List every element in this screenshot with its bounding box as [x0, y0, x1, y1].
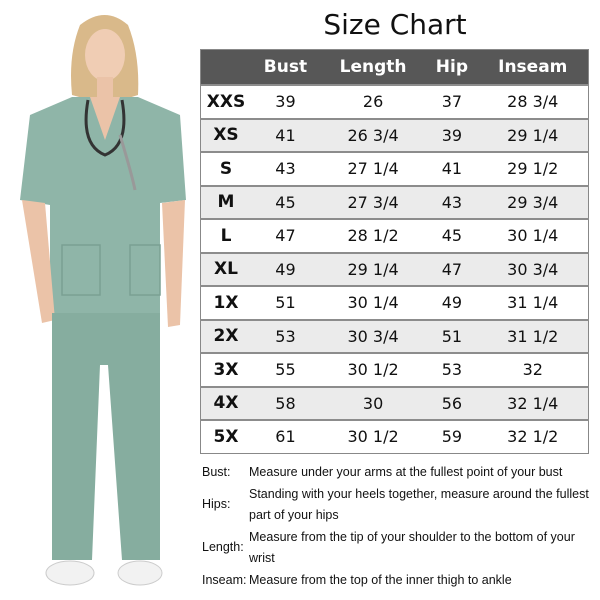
note-label: Hips:	[202, 497, 231, 512]
measurement-cell: 26 3/4	[319, 117, 427, 152]
note-label: Bust:	[202, 465, 231, 479]
table-row: XS 41 26 3/4 39 29 1/4	[200, 117, 589, 152]
measurement-cell: 28 3/4	[477, 84, 589, 119]
table-row: XXS 39 26 37 28 3/4	[200, 84, 589, 119]
size-label: 4X	[200, 385, 251, 420]
measurement-cell: 43	[251, 151, 320, 186]
measurement-cell: 32	[477, 352, 589, 387]
measurement-cell: 26	[319, 84, 427, 119]
measurement-cell: 29 3/4	[477, 184, 589, 219]
measurement-cell: 59	[426, 419, 478, 453]
measurement-cell: 49	[426, 285, 478, 320]
table-row: 1X 51 30 1/4 49 31 1/4	[200, 285, 589, 320]
measurement-cell: 31 1/2	[477, 318, 589, 353]
note-text: Measure from the top of the inner thigh …	[249, 572, 512, 587]
measurement-cell: 32 1/4	[477, 385, 589, 420]
measurement-cell: 30	[319, 385, 427, 420]
measurement-cell: 30 1/2	[319, 419, 427, 453]
size-label: L	[200, 218, 251, 253]
measurement-notes: Bust: Measure under your arms at the full…	[202, 462, 592, 591]
column-header: Inseam	[477, 49, 589, 85]
measurement-cell: 30 3/4	[477, 251, 589, 286]
size-label: XL	[200, 251, 251, 286]
table-row: 2X 53 30 3/4 51 31 1/2	[200, 318, 589, 353]
table-row: L 47 28 1/2 45 30 1/4	[200, 218, 589, 253]
measurement-cell: 43	[426, 184, 478, 219]
note-text: Measure under your arms at the fullest p…	[249, 465, 563, 479]
measurement-cell: 39	[251, 84, 320, 119]
measurement-cell: 39	[426, 117, 478, 152]
column-header: Bust	[251, 49, 320, 85]
measurement-cell: 45	[251, 184, 320, 219]
table-row: M 45 27 3/4 43 29 3/4	[200, 184, 589, 219]
measurement-cell: 47	[251, 218, 320, 253]
measurement-cell: 53	[426, 352, 478, 387]
note-item: Length: Measure from the tip of your shou…	[202, 527, 592, 570]
measurement-cell: 29 1/4	[477, 117, 589, 152]
column-header: Hip	[426, 49, 478, 85]
table-row: 4X 58 30 56 32 1/4	[200, 385, 589, 420]
measurement-cell: 51	[251, 285, 320, 320]
table-row: 3X 55 30 1/2 53 32	[200, 352, 589, 387]
measurement-cell: 41	[251, 117, 320, 152]
table-row: S 43 27 1/4 41 29 1/2	[200, 151, 589, 186]
measurement-cell: 30 1/4	[319, 285, 427, 320]
measurement-cell: 51	[426, 318, 478, 353]
measurement-cell: 61	[251, 419, 320, 453]
measurement-cell: 30 1/2	[319, 352, 427, 387]
note-text: Standing with your heels together, measu…	[249, 486, 589, 523]
size-label: 3X	[200, 352, 251, 387]
note-text: Measure from the tip of your shoulder to…	[249, 529, 575, 566]
measurement-cell: 32 1/2	[477, 419, 589, 453]
measurement-cell: 31 1/4	[477, 285, 589, 320]
table-row: 5X 61 30 1/2 59 32 1/2	[200, 419, 589, 453]
measurement-cell: 47	[426, 251, 478, 286]
measurement-cell: 29 1/2	[477, 151, 589, 186]
measurement-cell: 27 1/4	[319, 151, 427, 186]
measurement-cell: 53	[251, 318, 320, 353]
size-label: 5X	[200, 419, 251, 453]
column-header: Length	[319, 49, 427, 85]
table-row: XL 49 29 1/4 47 30 3/4	[200, 251, 589, 286]
note-label: Length:	[202, 540, 244, 555]
page-title: Size Chart	[323, 8, 467, 41]
size-label: S	[200, 151, 251, 186]
size-label: 1X	[200, 285, 251, 320]
size-label: M	[200, 184, 251, 219]
measurement-cell: 56	[426, 385, 478, 420]
size-label: XXS	[200, 84, 251, 119]
model-photo	[20, 15, 186, 586]
measurement-cell: 45	[426, 218, 478, 253]
measurement-cell: 29 1/4	[319, 251, 427, 286]
measurement-cell: 27 3/4	[319, 184, 427, 219]
size-label: 2X	[200, 318, 251, 353]
column-header	[200, 49, 251, 85]
size-label: XS	[200, 117, 251, 152]
table-header: Bust Length Hip Inseam	[200, 49, 589, 85]
measurement-cell: 28 1/2	[319, 218, 427, 253]
measurement-cell: 58	[251, 385, 320, 420]
measurement-cell: 41	[426, 151, 478, 186]
note-label: Inseam:	[202, 572, 247, 587]
note-item: Hips: Standing with your heels together, …	[202, 484, 592, 527]
measurement-cell: 55	[251, 352, 320, 387]
measurement-cell: 49	[251, 251, 320, 286]
measurement-cell: 30 3/4	[319, 318, 427, 353]
measurement-cell: 30 1/4	[477, 218, 589, 253]
note-item: Inseam: Measure from the top of the inner…	[202, 570, 592, 592]
note-item: Bust: Measure under your arms at the full…	[202, 462, 592, 484]
measurement-cell: 37	[426, 84, 478, 119]
size-table: Bust Length Hip Inseam XXS 39 26 37 28 3/4 XS 41 2…	[200, 49, 589, 454]
